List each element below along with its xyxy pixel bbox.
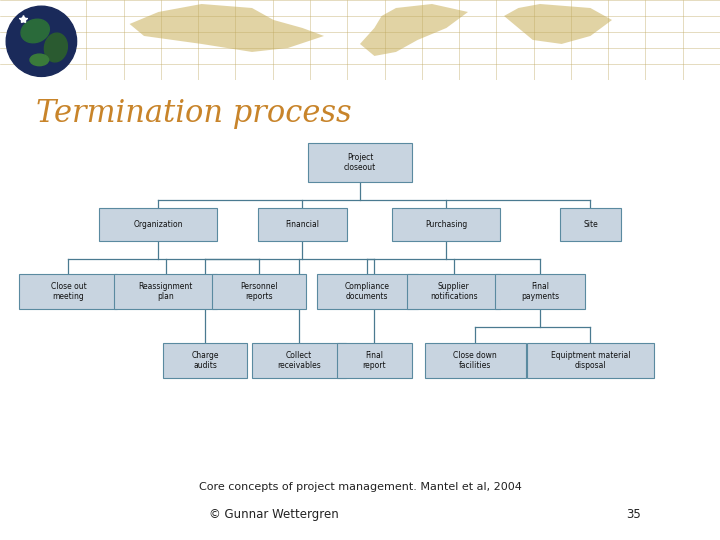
- Text: Close down
facilities: Close down facilities: [454, 351, 497, 370]
- Text: Supplier
notifications: Supplier notifications: [430, 282, 477, 301]
- FancyBboxPatch shape: [308, 144, 412, 182]
- FancyBboxPatch shape: [317, 274, 418, 309]
- Text: Final
report: Final report: [363, 351, 386, 370]
- Text: Personnel
reports: Personnel reports: [240, 282, 278, 301]
- FancyBboxPatch shape: [560, 208, 621, 241]
- FancyBboxPatch shape: [258, 208, 347, 241]
- Text: Project
closeout: Project closeout: [344, 153, 376, 172]
- Ellipse shape: [6, 6, 76, 77]
- Text: Purchasing: Purchasing: [426, 220, 467, 230]
- Ellipse shape: [45, 33, 68, 62]
- FancyBboxPatch shape: [163, 343, 247, 378]
- FancyBboxPatch shape: [99, 208, 217, 241]
- FancyBboxPatch shape: [252, 343, 346, 378]
- Text: © Gunnar Wettergren: © Gunnar Wettergren: [209, 508, 338, 521]
- Text: Charge
audits: Charge audits: [192, 351, 219, 370]
- FancyBboxPatch shape: [425, 343, 526, 378]
- FancyBboxPatch shape: [212, 274, 306, 309]
- Text: Financial: Financial: [285, 220, 320, 230]
- Text: 35: 35: [626, 508, 641, 521]
- FancyBboxPatch shape: [527, 343, 654, 378]
- FancyBboxPatch shape: [114, 274, 217, 309]
- Text: Equiptment material
disposal: Equiptment material disposal: [551, 351, 630, 370]
- Text: Core concepts of project management. Mantel et al, 2004: Core concepts of project management. Man…: [199, 482, 521, 492]
- Polygon shape: [360, 4, 468, 56]
- Ellipse shape: [30, 54, 49, 66]
- Text: Site: Site: [583, 220, 598, 230]
- FancyBboxPatch shape: [19, 274, 117, 309]
- FancyBboxPatch shape: [392, 208, 500, 241]
- FancyBboxPatch shape: [337, 343, 412, 378]
- Text: Collect
receivables: Collect receivables: [277, 351, 320, 370]
- Text: Final
payments: Final payments: [521, 282, 559, 301]
- Text: Organization: Organization: [134, 220, 183, 230]
- Text: Reassignment
plan: Reassignment plan: [138, 282, 193, 301]
- Text: Close out
meeting: Close out meeting: [50, 282, 86, 301]
- FancyBboxPatch shape: [495, 274, 585, 309]
- Ellipse shape: [21, 19, 50, 43]
- FancyBboxPatch shape: [407, 274, 500, 309]
- Text: Compliance
documents: Compliance documents: [345, 282, 390, 301]
- Text: Termination process: Termination process: [36, 98, 351, 129]
- Polygon shape: [504, 4, 612, 44]
- Polygon shape: [130, 4, 324, 52]
